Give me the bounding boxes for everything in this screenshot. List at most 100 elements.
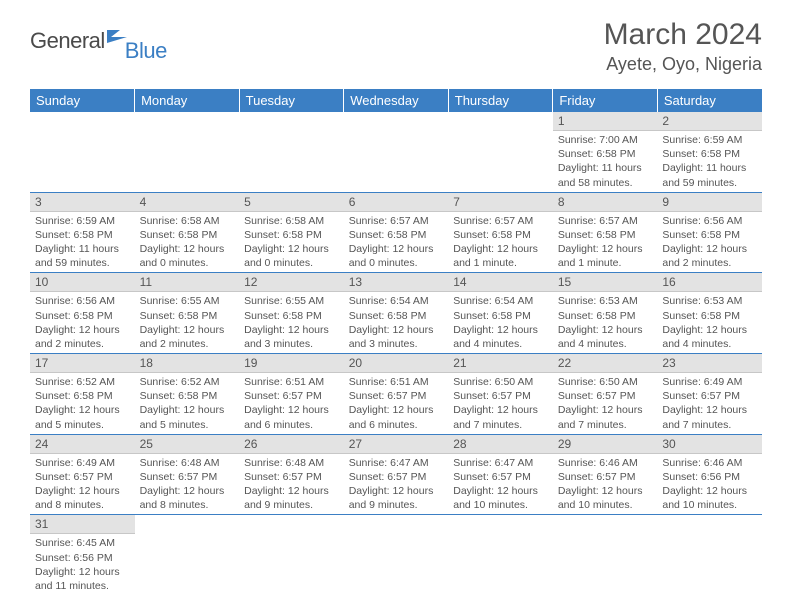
day-number: 19 xyxy=(239,354,344,373)
day-number: 30 xyxy=(657,435,762,454)
calendar-week-row: 17Sunrise: 6:52 AMSunset: 6:58 PMDayligh… xyxy=(30,354,762,435)
calendar-day-cell: 9Sunrise: 6:56 AMSunset: 6:58 PMDaylight… xyxy=(657,192,762,273)
day-details: Sunrise: 6:56 AMSunset: 6:58 PMDaylight:… xyxy=(657,212,762,273)
day-details: Sunrise: 6:49 AMSunset: 6:57 PMDaylight:… xyxy=(30,454,135,515)
calendar-day-cell xyxy=(135,112,240,192)
calendar-day-cell: 20Sunrise: 6:51 AMSunset: 6:57 PMDayligh… xyxy=(344,354,449,435)
day-number: 11 xyxy=(135,273,240,292)
calendar-day-cell xyxy=(239,112,344,192)
day-number: 25 xyxy=(135,435,240,454)
calendar-week-row: 31Sunrise: 6:45 AMSunset: 6:56 PMDayligh… xyxy=(30,515,762,595)
calendar-day-cell xyxy=(448,515,553,595)
day-number: 3 xyxy=(30,193,135,212)
calendar-day-cell: 17Sunrise: 6:52 AMSunset: 6:58 PMDayligh… xyxy=(30,354,135,435)
calendar-day-cell: 19Sunrise: 6:51 AMSunset: 6:57 PMDayligh… xyxy=(239,354,344,435)
calendar-body: 1Sunrise: 7:00 AMSunset: 6:58 PMDaylight… xyxy=(30,112,762,595)
day-details: Sunrise: 6:48 AMSunset: 6:57 PMDaylight:… xyxy=(239,454,344,515)
day-details: Sunrise: 6:48 AMSunset: 6:57 PMDaylight:… xyxy=(135,454,240,515)
day-details: Sunrise: 6:58 AMSunset: 6:58 PMDaylight:… xyxy=(135,212,240,273)
day-details: Sunrise: 6:59 AMSunset: 6:58 PMDaylight:… xyxy=(30,212,135,273)
day-details: Sunrise: 6:54 AMSunset: 6:58 PMDaylight:… xyxy=(344,292,449,353)
day-details: Sunrise: 6:57 AMSunset: 6:58 PMDaylight:… xyxy=(553,212,658,273)
day-details: Sunrise: 6:52 AMSunset: 6:58 PMDaylight:… xyxy=(30,373,135,434)
day-number: 28 xyxy=(448,435,553,454)
day-details: Sunrise: 6:51 AMSunset: 6:57 PMDaylight:… xyxy=(344,373,449,434)
calendar-table: SundayMondayTuesdayWednesdayThursdayFrid… xyxy=(30,89,762,595)
calendar-day-cell: 12Sunrise: 6:55 AMSunset: 6:58 PMDayligh… xyxy=(239,273,344,354)
calendar-day-cell: 28Sunrise: 6:47 AMSunset: 6:57 PMDayligh… xyxy=(448,434,553,515)
calendar-day-cell: 15Sunrise: 6:53 AMSunset: 6:58 PMDayligh… xyxy=(553,273,658,354)
day-details: Sunrise: 6:54 AMSunset: 6:58 PMDaylight:… xyxy=(448,292,553,353)
day-number: 21 xyxy=(448,354,553,373)
calendar-day-cell xyxy=(344,112,449,192)
day-number: 17 xyxy=(30,354,135,373)
logo-text-1: General xyxy=(30,28,105,54)
calendar-day-cell: 7Sunrise: 6:57 AMSunset: 6:58 PMDaylight… xyxy=(448,192,553,273)
day-details: Sunrise: 6:55 AMSunset: 6:58 PMDaylight:… xyxy=(239,292,344,353)
day-details: Sunrise: 6:45 AMSunset: 6:56 PMDaylight:… xyxy=(30,534,135,595)
day-number: 31 xyxy=(30,515,135,534)
calendar-day-cell: 18Sunrise: 6:52 AMSunset: 6:58 PMDayligh… xyxy=(135,354,240,435)
day-details: Sunrise: 6:57 AMSunset: 6:58 PMDaylight:… xyxy=(344,212,449,273)
calendar-day-cell xyxy=(344,515,449,595)
day-number: 1 xyxy=(553,112,658,131)
weekday-header: Tuesday xyxy=(239,89,344,112)
calendar-day-cell: 1Sunrise: 7:00 AMSunset: 6:58 PMDaylight… xyxy=(553,112,658,192)
day-details: Sunrise: 6:53 AMSunset: 6:58 PMDaylight:… xyxy=(553,292,658,353)
calendar-day-cell: 3Sunrise: 6:59 AMSunset: 6:58 PMDaylight… xyxy=(30,192,135,273)
calendar-day-cell: 29Sunrise: 6:46 AMSunset: 6:57 PMDayligh… xyxy=(553,434,658,515)
day-number: 27 xyxy=(344,435,449,454)
calendar-day-cell xyxy=(448,112,553,192)
calendar-header-row: SundayMondayTuesdayWednesdayThursdayFrid… xyxy=(30,89,762,112)
day-details: Sunrise: 6:46 AMSunset: 6:57 PMDaylight:… xyxy=(553,454,658,515)
day-number: 9 xyxy=(657,193,762,212)
calendar-week-row: 10Sunrise: 6:56 AMSunset: 6:58 PMDayligh… xyxy=(30,273,762,354)
day-details: Sunrise: 7:00 AMSunset: 6:58 PMDaylight:… xyxy=(553,131,658,192)
calendar-day-cell: 24Sunrise: 6:49 AMSunset: 6:57 PMDayligh… xyxy=(30,434,135,515)
day-details: Sunrise: 6:53 AMSunset: 6:58 PMDaylight:… xyxy=(657,292,762,353)
day-number: 26 xyxy=(239,435,344,454)
day-number: 22 xyxy=(553,354,658,373)
header: General Blue March 2024 Ayete, Oyo, Nige… xyxy=(0,0,792,83)
day-number: 2 xyxy=(657,112,762,131)
calendar-day-cell xyxy=(239,515,344,595)
month-title: March 2024 xyxy=(604,18,762,52)
calendar-day-cell xyxy=(135,515,240,595)
weekday-header: Monday xyxy=(135,89,240,112)
day-details: Sunrise: 6:55 AMSunset: 6:58 PMDaylight:… xyxy=(135,292,240,353)
day-number: 18 xyxy=(135,354,240,373)
calendar-day-cell: 23Sunrise: 6:49 AMSunset: 6:57 PMDayligh… xyxy=(657,354,762,435)
calendar-day-cell xyxy=(657,515,762,595)
weekday-header: Sunday xyxy=(30,89,135,112)
calendar-day-cell: 22Sunrise: 6:50 AMSunset: 6:57 PMDayligh… xyxy=(553,354,658,435)
day-number: 14 xyxy=(448,273,553,292)
logo-text-2: Blue xyxy=(125,38,167,64)
calendar-day-cell: 6Sunrise: 6:57 AMSunset: 6:58 PMDaylight… xyxy=(344,192,449,273)
day-number: 15 xyxy=(553,273,658,292)
day-details: Sunrise: 6:57 AMSunset: 6:58 PMDaylight:… xyxy=(448,212,553,273)
weekday-header: Friday xyxy=(553,89,658,112)
calendar-week-row: 1Sunrise: 7:00 AMSunset: 6:58 PMDaylight… xyxy=(30,112,762,192)
day-details: Sunrise: 6:47 AMSunset: 6:57 PMDaylight:… xyxy=(344,454,449,515)
day-number: 23 xyxy=(657,354,762,373)
day-details: Sunrise: 6:56 AMSunset: 6:58 PMDaylight:… xyxy=(30,292,135,353)
day-number: 8 xyxy=(553,193,658,212)
day-number: 10 xyxy=(30,273,135,292)
day-details: Sunrise: 6:58 AMSunset: 6:58 PMDaylight:… xyxy=(239,212,344,273)
day-number: 13 xyxy=(344,273,449,292)
calendar-day-cell: 31Sunrise: 6:45 AMSunset: 6:56 PMDayligh… xyxy=(30,515,135,595)
day-number: 24 xyxy=(30,435,135,454)
day-details: Sunrise: 6:51 AMSunset: 6:57 PMDaylight:… xyxy=(239,373,344,434)
calendar-day-cell xyxy=(30,112,135,192)
calendar-day-cell: 13Sunrise: 6:54 AMSunset: 6:58 PMDayligh… xyxy=(344,273,449,354)
calendar-day-cell: 10Sunrise: 6:56 AMSunset: 6:58 PMDayligh… xyxy=(30,273,135,354)
day-details: Sunrise: 6:50 AMSunset: 6:57 PMDaylight:… xyxy=(553,373,658,434)
calendar-day-cell: 25Sunrise: 6:48 AMSunset: 6:57 PMDayligh… xyxy=(135,434,240,515)
logo: General Blue xyxy=(30,18,167,54)
calendar-day-cell: 14Sunrise: 6:54 AMSunset: 6:58 PMDayligh… xyxy=(448,273,553,354)
calendar-day-cell: 30Sunrise: 6:46 AMSunset: 6:56 PMDayligh… xyxy=(657,434,762,515)
day-number: 20 xyxy=(344,354,449,373)
calendar-day-cell xyxy=(553,515,658,595)
calendar-day-cell: 2Sunrise: 6:59 AMSunset: 6:58 PMDaylight… xyxy=(657,112,762,192)
day-number: 7 xyxy=(448,193,553,212)
